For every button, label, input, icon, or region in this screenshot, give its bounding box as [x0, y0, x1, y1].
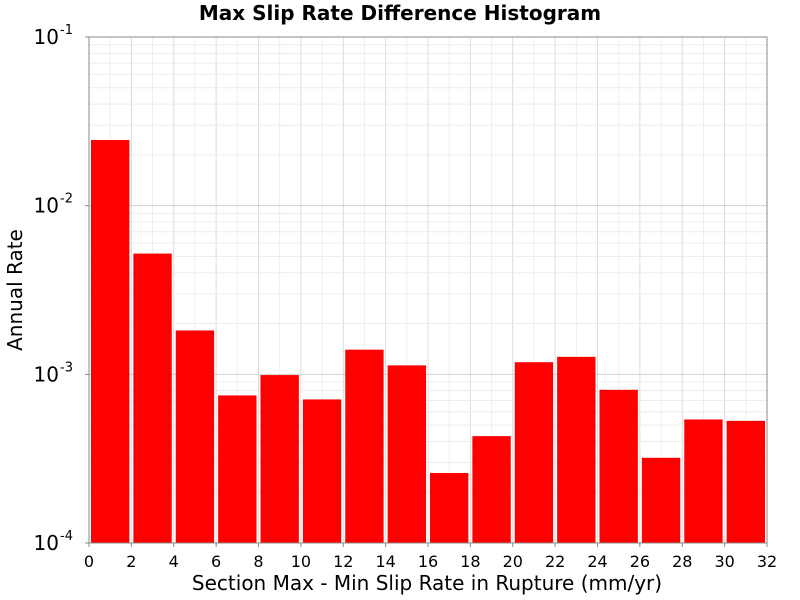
bar-7 — [387, 365, 426, 543]
x-tick-label: 6 — [211, 552, 221, 571]
x-tick-label: 8 — [253, 552, 263, 571]
x-tick-label: 20 — [503, 552, 523, 571]
bars — [91, 140, 765, 543]
x-tick-label: 30 — [714, 552, 734, 571]
bar-5 — [302, 399, 342, 543]
y-tick-exponent: -3 — [60, 360, 73, 375]
bar-8 — [430, 473, 469, 543]
bar-11 — [557, 356, 596, 543]
bar-0 — [91, 140, 130, 543]
y-tick-base: 10 — [34, 362, 59, 386]
x-tick-label: 10 — [291, 552, 311, 571]
bar-2 — [175, 330, 215, 543]
bar-3 — [218, 395, 257, 543]
y-tick-exponent: -1 — [60, 23, 73, 38]
bar-12 — [599, 389, 638, 543]
x-tick-label: 24 — [587, 552, 607, 571]
y-axis-label: Annual Rate — [3, 229, 27, 351]
bar-9 — [472, 436, 511, 543]
bar-10 — [514, 362, 554, 543]
y-tick-exponent: -4 — [60, 529, 73, 544]
chart-title: Max Slip Rate Difference Histogram — [199, 1, 601, 25]
x-tick-label: 0 — [84, 552, 94, 571]
y-tick-label: 10 — [34, 25, 59, 49]
x-tick-label: 2 — [126, 552, 136, 571]
x-tick-label: 18 — [460, 552, 480, 571]
bar-1 — [133, 253, 172, 543]
y-axis-ticks: 10-110-210-310-4 — [34, 23, 89, 555]
y-tick-label: 10 — [34, 194, 59, 218]
x-tick-label: 32 — [757, 552, 777, 571]
y-tick-base: 10 — [34, 531, 59, 555]
x-tick-label: 16 — [418, 552, 438, 571]
bar-14 — [684, 419, 723, 543]
x-tick-label: 4 — [169, 552, 179, 571]
y-tick-label: 10 — [34, 531, 59, 555]
x-tick-label: 22 — [545, 552, 565, 571]
x-tick-label: 12 — [333, 552, 353, 571]
x-tick-label: 26 — [630, 552, 650, 571]
x-axis-ticks: 0 2 4 6 8 10 12 14 16 18 20 22 24 26 28 30 32 — [84, 543, 777, 571]
bar-13 — [641, 457, 681, 543]
y-tick-label: 10 — [34, 362, 59, 386]
y-tick-base: 10 — [34, 25, 59, 49]
bar-4 — [260, 375, 299, 543]
bar-15 — [726, 420, 765, 543]
bar-6 — [345, 349, 384, 543]
y-tick-exponent: -2 — [60, 192, 73, 207]
x-axis-label: Section Max - Min Slip Rate in Rupture (… — [192, 571, 662, 595]
y-tick-base: 10 — [34, 194, 59, 218]
x-tick-label: 14 — [375, 552, 395, 571]
x-tick-label: 28 — [672, 552, 692, 571]
